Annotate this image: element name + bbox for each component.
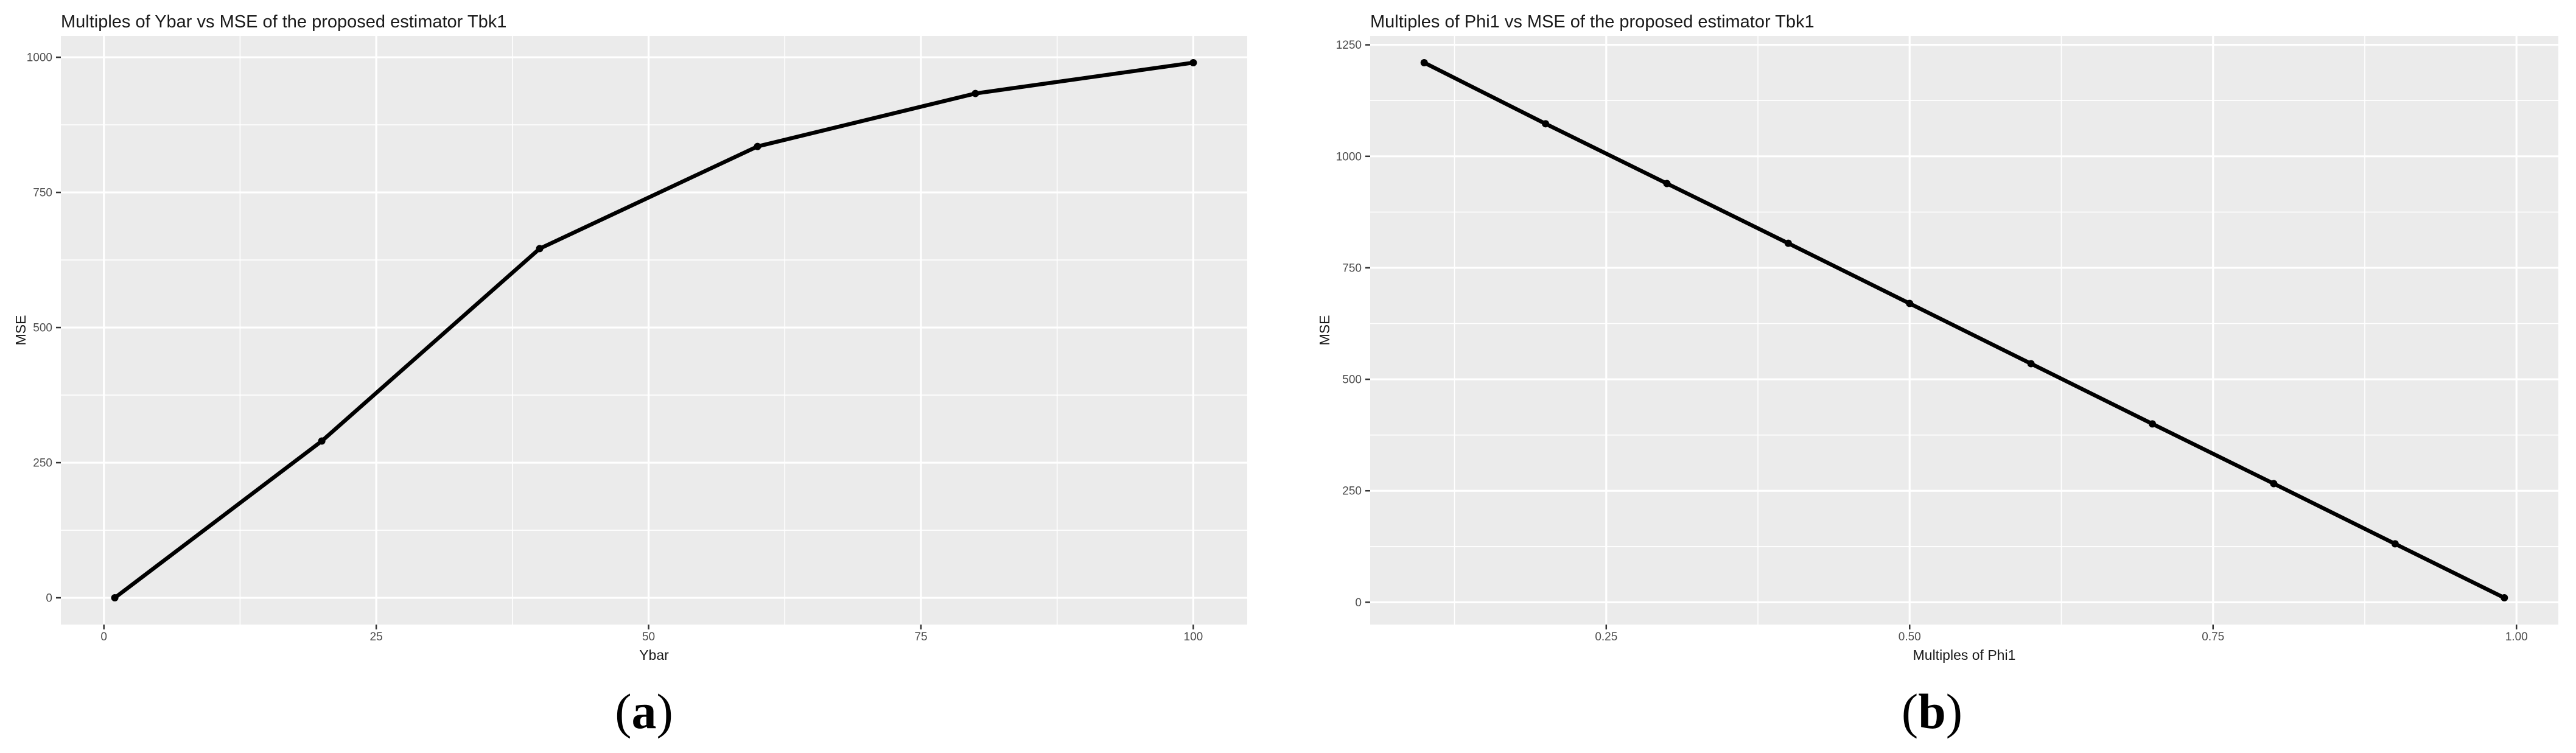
caption-b-letter: b	[1918, 683, 1946, 739]
x-tick-label: 0.50	[1899, 631, 1921, 643]
x-tick-label: 25	[370, 631, 383, 643]
data-point	[1906, 299, 1914, 307]
x-axis-title: Ybar	[639, 647, 669, 663]
series-line	[1422, 60, 2507, 600]
x-tick-label: 0.25	[1595, 631, 1617, 643]
y-axis-title: MSE	[13, 315, 29, 346]
caption-b: (b)	[1288, 670, 2576, 753]
line-chart-b: 0.25 0.50 0.75 1.00 0 250 500 750 1000 1250 Multip…	[1317, 12, 2558, 663]
caption-a-open-paren: (	[615, 683, 632, 739]
x-tick-label: 100	[1184, 631, 1203, 643]
y-axis-title: MSE	[1317, 315, 1332, 346]
data-point	[318, 437, 326, 445]
data-point	[111, 594, 119, 602]
data-point	[2501, 594, 2508, 602]
plot-panel-bg	[61, 36, 1247, 625]
x-tick-label: 75	[914, 631, 927, 643]
y-tick-label: 750	[33, 187, 52, 200]
data-point	[1420, 58, 1428, 66]
caption-b-open-paren: (	[1901, 683, 1919, 739]
caption-a-close-paren: )	[656, 683, 673, 739]
chart-panel-b: 0.25 0.50 0.75 1.00 0 250 500 750 1000 1250 Multip…	[1288, 0, 2576, 753]
data-point	[1542, 120, 1550, 128]
data-point	[2270, 480, 2278, 488]
x-tick-label: 0	[100, 631, 107, 643]
data-point	[1663, 180, 1671, 187]
data-point	[536, 245, 544, 253]
y-tick-label: 1000	[27, 52, 52, 65]
y-tick-label: 500	[33, 322, 52, 335]
x-axis-title: Multiples of Phi1	[1913, 647, 2016, 663]
y-tick-label: 250	[33, 457, 52, 470]
data-point	[971, 89, 979, 97]
x-tick-label: 50	[642, 631, 655, 643]
chart-title: Multiples of Ybar vs MSE of the proposed…	[61, 12, 506, 32]
chart-panel-a: 0 25 50 75 100 0 250 500 750 1000 Multiples of Yba…	[0, 12, 1288, 753]
caption-b-close-paren: )	[1945, 683, 1963, 739]
data-point	[1189, 58, 1197, 66]
data-point	[2027, 360, 2035, 368]
y-tick-label: 1000	[1336, 150, 1362, 163]
data-point	[2391, 540, 2399, 548]
y-tick-label: 1250	[1336, 39, 1362, 52]
caption-a: (a)	[0, 670, 1288, 753]
y-tick-label: 0	[46, 592, 52, 605]
y-tick-label: 250	[1342, 485, 1362, 498]
data-point	[754, 142, 761, 150]
series-line	[113, 60, 1195, 600]
y-tick-label: 0	[1355, 597, 1362, 609]
caption-a-letter: a	[631, 683, 657, 739]
x-tick-label: 0.75	[2202, 631, 2224, 643]
chart-title: Multiples of Phi1 vs MSE of the proposed…	[1370, 12, 1815, 32]
y-tick-label: 500	[1342, 374, 1362, 387]
data-point	[2149, 420, 2157, 428]
data-point	[1784, 239, 1792, 247]
y-tick-label: 750	[1342, 262, 1362, 275]
x-tick-label: 1.00	[2505, 631, 2528, 643]
